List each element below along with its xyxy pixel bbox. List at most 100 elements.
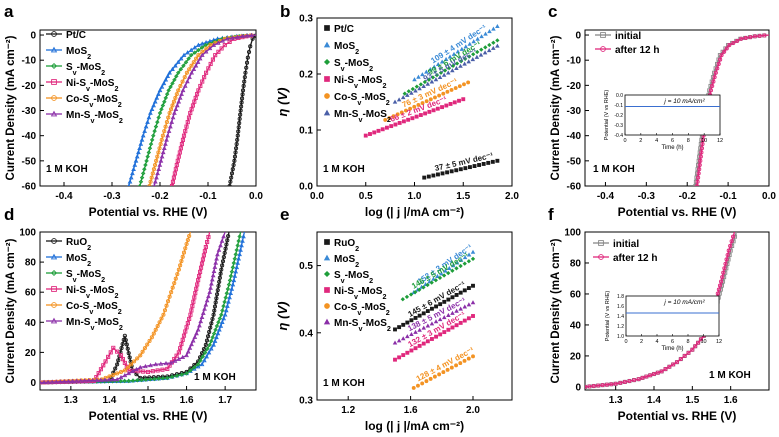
data-point	[226, 234, 231, 239]
data-point	[236, 238, 241, 244]
data-point	[187, 345, 193, 350]
data-point	[215, 252, 220, 257]
data-point	[700, 137, 706, 142]
inset-frame	[625, 295, 720, 337]
data-point	[713, 70, 718, 75]
panel-c: c -0.4 -0.3 -0.2 -0.1 0.0 0 -10 -20 -30 -40 -50 -60 P…	[548, 2, 776, 219]
data-point	[462, 288, 467, 293]
data-point	[486, 48, 492, 53]
panel-letter: e	[280, 205, 289, 224]
data-point	[242, 75, 247, 80]
data-point	[197, 56, 203, 61]
data-point	[435, 106, 440, 111]
data-point	[433, 95, 437, 100]
data-point	[441, 370, 446, 375]
data-point	[227, 183, 232, 186]
data-point	[145, 342, 150, 347]
data-point	[116, 358, 121, 363]
legend-marker	[50, 110, 58, 117]
data-point	[227, 39, 232, 45]
data-point	[462, 358, 467, 363]
data-point	[723, 261, 728, 266]
data-point	[147, 183, 152, 186]
data-point	[491, 45, 496, 50]
x-axis-label: Potential vs. RHE (V)	[618, 409, 737, 423]
data-point	[151, 102, 156, 108]
data-point	[437, 275, 443, 280]
data-point	[466, 259, 472, 264]
data-point	[74, 378, 79, 383]
data-point	[140, 349, 145, 354]
data-point	[184, 371, 189, 376]
data-point	[152, 162, 158, 168]
data-point	[400, 336, 406, 341]
legend-marker	[323, 41, 331, 48]
data-point	[148, 110, 153, 115]
data-point	[234, 247, 239, 253]
y-tick-label: 0	[575, 382, 581, 393]
data-point	[230, 167, 235, 172]
legend-label: Mn-Sv-MoS2	[66, 110, 123, 125]
data-point	[66, 378, 71, 384]
data-point	[128, 362, 134, 367]
data-point	[220, 263, 225, 268]
data-point	[424, 99, 429, 104]
data-point	[222, 43, 227, 48]
data-point	[165, 73, 171, 79]
inset-y-tick-label: 1.0	[617, 334, 624, 340]
data-point	[454, 260, 460, 265]
legend-label: Sv-MoS2	[334, 58, 373, 73]
data-point	[193, 291, 198, 296]
data-point	[722, 49, 727, 54]
inset-y-tick-label: -0.3	[614, 123, 623, 129]
data-point	[686, 350, 691, 355]
data-point	[210, 57, 215, 62]
data-point	[190, 338, 196, 343]
data-point	[726, 248, 731, 253]
data-point	[167, 70, 172, 75]
data-point	[207, 289, 213, 294]
data-point	[180, 137, 186, 142]
data-point	[216, 320, 221, 325]
data-point	[429, 321, 435, 326]
data-point	[162, 99, 167, 104]
data-point	[167, 294, 172, 299]
data-point	[222, 299, 227, 305]
data-point	[467, 41, 473, 46]
data-point	[402, 91, 407, 96]
data-point	[409, 90, 414, 95]
data-point	[204, 298, 210, 303]
data-point	[471, 283, 475, 288]
data-point	[459, 46, 465, 51]
panel-letter: c	[548, 2, 557, 21]
data-point	[483, 45, 488, 50]
data-point	[187, 74, 192, 79]
data-point	[449, 365, 454, 370]
data-point	[146, 150, 152, 155]
data-point	[458, 361, 463, 366]
data-point	[604, 382, 609, 387]
data-point	[396, 338, 402, 343]
panel-e: e 1.2 1.6 2.0 0.3 0.4 0.5 log (| j |/mA cm⁻²) η …	[275, 205, 513, 433]
inset-x-tick-label: 12	[717, 138, 723, 144]
data-point	[118, 378, 123, 384]
data-point	[471, 354, 475, 359]
legend-label: Co-Sv-MoS2	[66, 301, 122, 316]
data-point	[189, 341, 194, 347]
data-point	[111, 345, 116, 350]
data-point	[165, 375, 170, 381]
legend-marker	[323, 254, 331, 261]
data-point	[199, 361, 205, 367]
data-point	[429, 79, 435, 84]
data-point	[214, 256, 219, 261]
data-point	[181, 333, 187, 338]
data-point	[202, 75, 207, 80]
data-point	[220, 308, 225, 313]
data-point	[221, 315, 227, 321]
data-point	[138, 179, 144, 185]
data-point	[396, 97, 402, 102]
data-point	[170, 285, 175, 290]
x-axis-label: log (| j |/mA cm⁻²)	[365, 205, 464, 219]
data-point	[439, 271, 444, 276]
data-point	[212, 308, 217, 313]
